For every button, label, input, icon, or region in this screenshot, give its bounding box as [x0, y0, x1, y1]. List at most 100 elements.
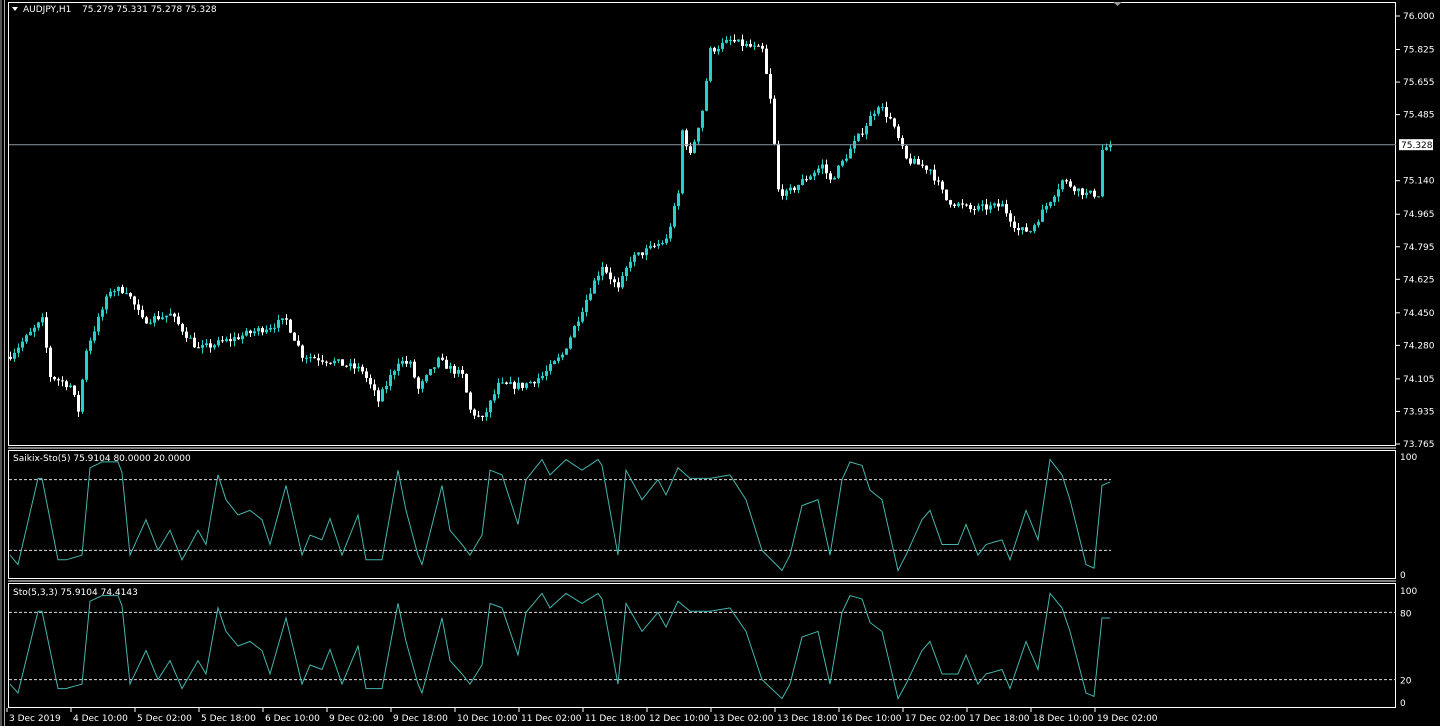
- bear-candle: [793, 187, 796, 191]
- bull-candle: [833, 177, 836, 180]
- bear-candle: [65, 381, 68, 388]
- bull-candle: [105, 296, 108, 310]
- time-tick-label: 18 Dec 10:00: [1033, 714, 1094, 724]
- price-tick-label: 74.795: [1403, 243, 1435, 253]
- bear-candle: [181, 324, 184, 332]
- bear-candle: [1093, 190, 1096, 197]
- bear-candle: [521, 382, 524, 388]
- bear-candle: [1025, 227, 1028, 232]
- bear-candle: [885, 107, 888, 117]
- bear-candle: [445, 359, 448, 369]
- symbol-menu-triangle-icon[interactable]: [12, 7, 18, 11]
- bull-candle: [565, 348, 568, 355]
- bull-candle: [305, 357, 308, 359]
- bear-candle: [533, 381, 536, 384]
- bull-candle: [33, 327, 36, 332]
- bull-candle: [989, 205, 992, 210]
- bull-candle: [709, 47, 712, 81]
- bull-candle: [845, 158, 848, 161]
- price-tick-label: 75.485: [1403, 111, 1435, 121]
- bull-candle: [881, 107, 884, 109]
- bull-candle: [429, 368, 432, 376]
- bull-candle: [725, 39, 728, 43]
- bull-candle: [701, 110, 704, 128]
- bear-candle: [141, 309, 144, 318]
- bull-candle: [113, 291, 116, 293]
- bull-candle: [681, 130, 684, 194]
- saikix-indicator-label: Saikix-Sto(5) 75.9104 80.0000 20.0000: [13, 454, 191, 464]
- saikix-pane-frame: [8, 450, 1396, 579]
- bull-candle: [581, 311, 584, 322]
- bear-candle: [185, 331, 188, 338]
- bull-candle: [1037, 221, 1040, 226]
- bear-candle: [469, 392, 472, 410]
- bull-candle: [89, 340, 92, 351]
- bull-candle: [577, 321, 580, 326]
- bull-candle: [537, 378, 540, 384]
- indicator-axis-label: 80: [1400, 609, 1412, 619]
- bull-candle: [217, 340, 220, 346]
- chart-shift-marker[interactable]: [1113, 2, 1122, 6]
- bear-candle: [145, 317, 148, 324]
- sto-pane-frame: [8, 583, 1396, 708]
- bull-candle: [737, 39, 740, 42]
- bear-candle: [285, 318, 288, 320]
- bull-candle: [225, 339, 228, 342]
- time-tick-label: 5 Dec 02:00: [137, 714, 192, 724]
- bull-candle: [573, 325, 576, 338]
- bear-candle: [897, 126, 900, 139]
- bull-candle: [273, 327, 276, 329]
- bull-candle: [421, 381, 424, 389]
- bull-candle: [125, 293, 128, 295]
- left-edge: [0, 0, 2, 726]
- bear-candle: [293, 332, 296, 341]
- bull-candle: [241, 335, 244, 340]
- bear-candle: [901, 138, 904, 146]
- indicator-axis-label: 0: [1400, 699, 1406, 709]
- bull-candle: [389, 374, 392, 387]
- bull-candle: [841, 160, 844, 166]
- bull-candle: [349, 363, 352, 367]
- bear-candle: [805, 179, 808, 181]
- bull-candle: [693, 141, 696, 153]
- bear-candle: [945, 189, 948, 201]
- bear-candle: [941, 181, 944, 190]
- bear-candle: [893, 118, 896, 127]
- bull-candle: [397, 363, 400, 371]
- symbol-label: AUDJPY,H1: [23, 5, 71, 15]
- bear-candle: [937, 180, 940, 182]
- bull-candle: [669, 226, 672, 239]
- bear-candle: [329, 362, 332, 364]
- bear-candle: [933, 169, 936, 181]
- bull-candle: [393, 370, 396, 375]
- bull-candle: [333, 360, 336, 364]
- bull-candle: [493, 394, 496, 401]
- time-tick-label: 10 Dec 10:00: [457, 714, 518, 724]
- bull-candle: [509, 382, 512, 384]
- bear-candle: [921, 164, 924, 166]
- bull-candle: [433, 367, 436, 369]
- bid-price-label: 75.328: [1401, 141, 1433, 151]
- bear-candle: [481, 415, 484, 417]
- bull-candle: [821, 164, 824, 169]
- indicator-axis-label: 100: [1400, 453, 1417, 463]
- bull-candle: [645, 248, 648, 256]
- bull-candle: [85, 350, 88, 380]
- bear-candle: [769, 73, 772, 99]
- time-tick-label: 11 Dec 02:00: [521, 714, 582, 724]
- bear-candle: [949, 200, 952, 205]
- bull-candle: [545, 370, 548, 376]
- bull-candle: [541, 375, 544, 379]
- bear-candle: [505, 382, 508, 384]
- bear-candle: [121, 286, 124, 294]
- bull-candle: [813, 172, 816, 177]
- bull-candle: [661, 243, 664, 245]
- time-tick-label: 13 Dec 18:00: [777, 714, 838, 724]
- bull-candle: [785, 190, 788, 196]
- bull-candle: [41, 317, 44, 323]
- bull-candle: [81, 379, 84, 412]
- bull-candle: [337, 359, 340, 361]
- bull-candle: [649, 245, 652, 249]
- bull-candle: [721, 42, 724, 49]
